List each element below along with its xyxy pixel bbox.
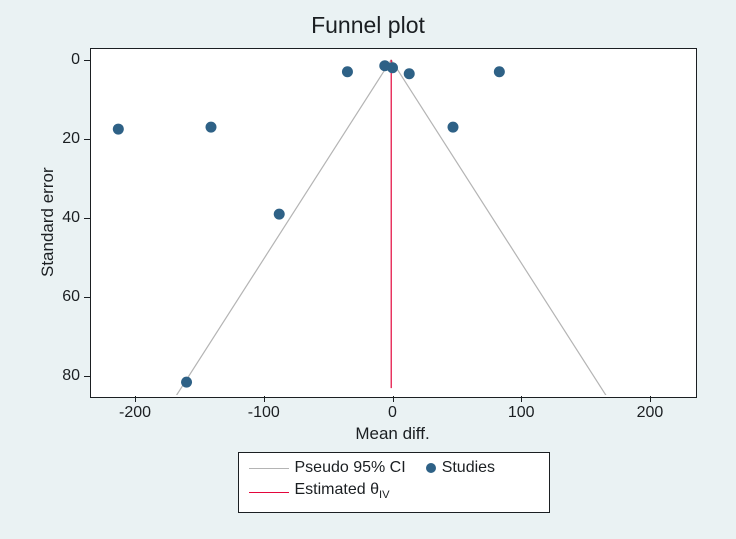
x-axis-label: Mean diff. [90, 424, 695, 444]
x-tick-mark [264, 396, 265, 402]
legend-pseudo-ci-label: Pseudo 95% CI [295, 457, 406, 479]
y-tick-label: 80 [56, 367, 80, 385]
y-tick-mark [84, 60, 90, 61]
legend-row-1: Pseudo 95% CI Studies [249, 457, 539, 479]
legend: Pseudo 95% CI Studies Estimated θIV [238, 452, 550, 513]
legend-pseudo-ci: Pseudo 95% CI [249, 457, 406, 479]
y-tick-label: 60 [56, 288, 80, 306]
legend-estimated: Estimated θIV [249, 479, 390, 506]
y-tick-mark [84, 297, 90, 298]
y-tick-mark [84, 376, 90, 377]
x-tick-label: 100 [508, 404, 535, 422]
legend-studies-label: Studies [442, 457, 495, 479]
y-tick-mark [84, 218, 90, 219]
chart-container: Funnel plot Mean diff. Standard error Ps… [0, 0, 736, 539]
legend-line-icon [249, 468, 289, 469]
x-tick-label: -100 [248, 404, 280, 422]
x-tick-label: 0 [388, 404, 397, 422]
x-tick-label: 200 [637, 404, 664, 422]
legend-line-icon [249, 492, 289, 493]
x-tick-mark [135, 396, 136, 402]
x-tick-mark [393, 396, 394, 402]
x-tick-label: -200 [119, 404, 151, 422]
legend-dot-icon [426, 463, 436, 473]
y-tick-mark [84, 139, 90, 140]
y-tick-label: 40 [56, 209, 80, 227]
x-tick-mark [521, 396, 522, 402]
y-tick-label: 0 [56, 51, 80, 69]
legend-row-2: Estimated θIV [249, 479, 539, 506]
y-tick-label: 20 [56, 130, 80, 148]
y-axis-label: Standard error [38, 167, 58, 277]
legend-estimated-label: Estimated θIV [295, 479, 390, 506]
legend-studies: Studies [426, 457, 495, 479]
x-tick-mark [650, 396, 651, 402]
